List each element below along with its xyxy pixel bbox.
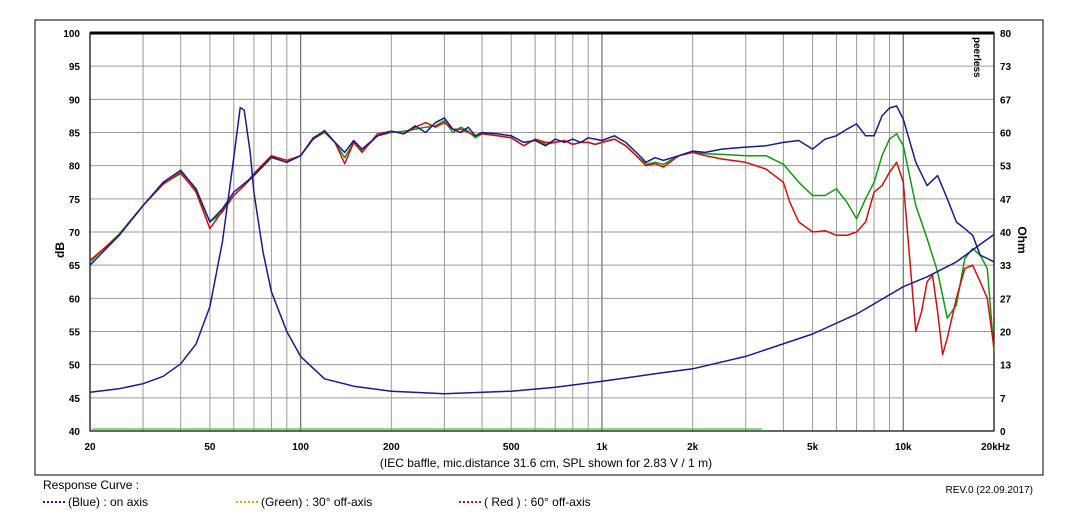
x-tick-label: 50 [204,442,216,453]
legend-item-blue: (Blue) : on axis [43,495,148,509]
x-axis-ticks: 20 50 100 200 500 1k 2k 5k 10k 20kHz [84,442,1010,453]
y-tick-label: 50 [69,361,81,372]
x-tick-label: 10k [895,442,912,453]
x-tick-label: 5k [807,442,819,453]
legend-swatch-red [459,501,481,503]
y-tick-label: 70 [69,228,81,239]
y-tick-label: 85 [69,129,81,140]
response-curve-title: Response Curve : [43,478,140,492]
y2-tick-label: 40 [1000,228,1012,239]
y2-tick-label: 67 [1000,95,1012,106]
y2-tick-label: 27 [1000,294,1012,305]
legend-label-red: ( Red ) : 60° off-axis [484,495,591,509]
y2-axis-ticks: 80 73 67 60 53 47 40 33 27 20 13 7 0 [1000,29,1012,438]
y2-tick-label: 13 [1000,361,1012,372]
legend-item-red: ( Red ) : 60° off-axis [459,495,591,509]
y-tick-label: 80 [69,162,81,173]
y-tick-label: 60 [69,294,81,305]
x-tick-label: 1k [596,442,608,453]
y2-tick-label: 73 [1000,62,1012,73]
legend-item-green: (Green) : 30° off-axis [236,495,372,509]
y-tick-label: 65 [69,261,81,272]
y2-tick-label: 20 [1000,328,1012,339]
legend-swatch-green [236,501,258,503]
watermark: peerless [971,37,982,78]
y-tick-label: 75 [69,195,81,206]
y-tick-label: 55 [69,328,81,339]
chart-border [34,19,1044,476]
y2-tick-label: 7 [1000,394,1006,405]
x-tick-label: 20 [84,442,96,453]
y-tick-label: 100 [63,29,80,40]
y2-tick-label: 60 [1000,129,1012,140]
revision-note: REV.0 (22.09.2017) [945,485,1033,496]
x-tick-label: 500 [503,442,520,453]
x-tick-label: 200 [383,442,400,453]
y-tick-label: 45 [69,394,81,405]
y-tick-label: 90 [69,95,81,106]
x-tick-label: 100 [292,442,309,453]
series-line-3 [89,106,995,395]
y2-tick-label: 80 [1000,29,1012,40]
plot-frame [89,32,995,432]
series-line-0 [89,105,995,266]
x-tick-label: 2k [687,442,699,453]
y-tick-label: 95 [69,62,81,73]
y2-axis-label: Ohm [1015,226,1029,253]
y-axis-ticks: 100 95 90 85 80 75 70 65 60 55 50 45 40 [63,29,80,438]
y2-tick-label: 0 [1000,427,1006,438]
y2-tick-label: 47 [1000,195,1012,206]
legend-label-blue: (Blue) : on axis [68,495,149,509]
series-layer [89,105,995,430]
y2-tick-label: 33 [1000,261,1012,272]
y-axis-label: dB [53,242,67,258]
legend-label-green: (Green) : 30° off-axis [261,495,373,509]
legend-swatch-blue [43,501,65,503]
y-tick-label: 40 [69,427,81,438]
x-axis-caption: (IEC baffle, mic.distance 31.6 cm, SPL s… [380,456,712,470]
x-tick-label: 20kHz [981,442,1010,453]
y2-tick-label: 53 [1000,162,1012,173]
